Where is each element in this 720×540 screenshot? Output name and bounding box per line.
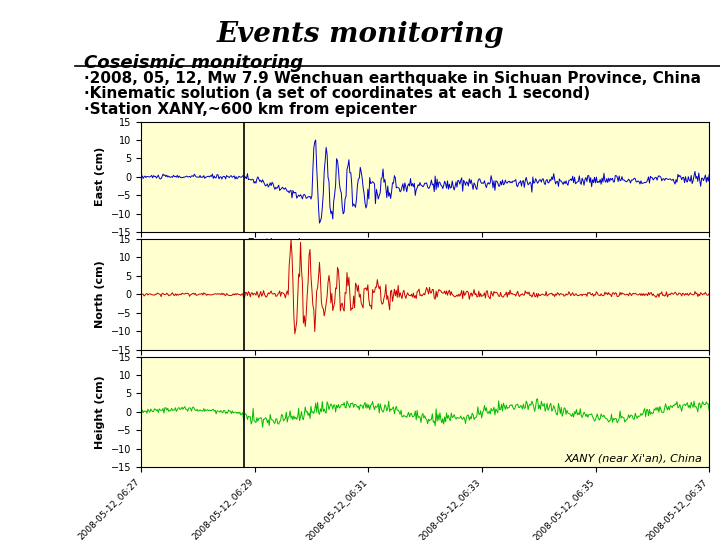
Text: Events monitoring: Events monitoring — [216, 21, 504, 48]
Y-axis label: East (cm): East (cm) — [96, 147, 105, 206]
Y-axis label: Height (cm): Height (cm) — [96, 375, 105, 449]
Text: ·2008, 05, 12, Mw 7.9 Wenchuan earthquake in Sichuan Province, China: ·2008, 05, 12, Mw 7.9 Wenchuan earthquak… — [84, 71, 701, 86]
Text: Coseismic monitoring: Coseismic monitoring — [84, 54, 303, 72]
Y-axis label: North (cm): North (cm) — [96, 260, 105, 328]
Text: Earthquake: Earthquake — [246, 238, 311, 247]
Text: 16: 16 — [26, 510, 49, 529]
Text: XANY (near Xi'an), China: XANY (near Xi'an), China — [564, 454, 703, 463]
Text: ·Station XANY,~600 km from epicenter: ·Station XANY,~600 km from epicenter — [84, 102, 416, 117]
Text: ·Kinematic solution (a set of coordinates at each 1 second): ·Kinematic solution (a set of coordinate… — [84, 86, 590, 102]
